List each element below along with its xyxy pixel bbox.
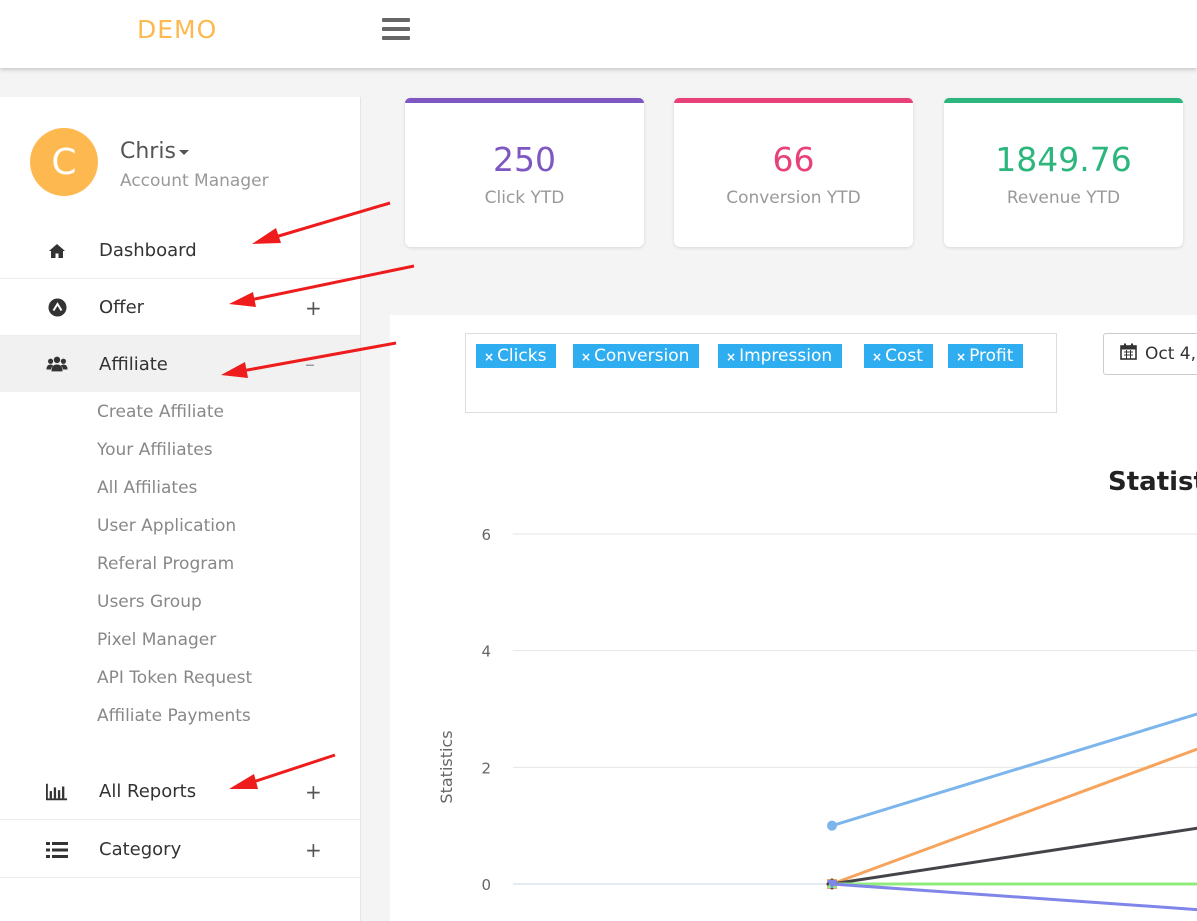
remove-icon[interactable]: × xyxy=(581,350,592,364)
series-line xyxy=(831,712,1197,828)
stat-label: Click YTD xyxy=(484,188,565,208)
menu-toggle-icon[interactable] xyxy=(382,18,410,42)
avatar: C xyxy=(30,128,98,196)
stat-card-clicks: 250 Click YTD xyxy=(405,98,644,247)
stat-value: 66 xyxy=(772,140,815,179)
filter-select-box[interactable]: × Clicks × Conversion × Impression × Cost × P… xyxy=(465,333,1057,413)
date-range-button[interactable]: Oct 4, xyxy=(1103,333,1197,375)
brand-logo[interactable]: DEMO xyxy=(137,15,218,44)
filter-tag-cost[interactable]: × Cost xyxy=(864,344,933,368)
series-line xyxy=(831,747,1197,886)
stat-card-revenue: 1849.76 Revenue YTD xyxy=(944,98,1183,247)
sidebar-item-label: Category xyxy=(99,839,182,860)
remove-icon[interactable]: × xyxy=(726,350,737,364)
chart-panel: × Clicks × Conversion × Impression × Cost × P… xyxy=(390,315,1197,921)
user-menu[interactable]: Chris xyxy=(120,139,189,164)
caret-down-icon xyxy=(178,149,189,155)
submenu-users-group[interactable]: Users Group xyxy=(97,592,202,612)
filter-tag-label: Impression xyxy=(739,346,833,366)
submenu-create-affiliate[interactable]: Create Affiliate xyxy=(97,402,224,422)
card-accent-bar xyxy=(944,98,1183,103)
stat-label: Revenue YTD xyxy=(1006,188,1121,208)
sidebar-item-dashboard[interactable]: Dashboard xyxy=(0,223,360,279)
stat-card-conversion: 66 Conversion YTD xyxy=(674,98,913,247)
expand-icon[interactable]: + xyxy=(305,837,322,862)
submenu-all-affiliates[interactable]: All Affiliates xyxy=(97,478,198,498)
sidebar-item-offer[interactable]: Offer + xyxy=(0,280,360,336)
card-accent-bar xyxy=(405,98,644,103)
series-line xyxy=(831,826,1197,886)
home-icon xyxy=(46,240,68,262)
submenu-pixel-manager[interactable]: Pixel Manager xyxy=(97,630,217,650)
remove-icon[interactable]: × xyxy=(872,350,883,364)
y-tick-label: 4 xyxy=(481,643,491,661)
filter-tag-conversion[interactable]: × Conversion xyxy=(573,344,700,368)
calendar-icon xyxy=(1120,343,1137,365)
filter-tag-impression[interactable]: × Impression xyxy=(718,344,843,368)
filter-tag-label: Cost xyxy=(885,346,923,366)
filter-tag-label: Conversion xyxy=(594,346,690,366)
circle-arrow-icon xyxy=(46,297,68,319)
submenu-affiliate-payments[interactable]: Affiliate Payments xyxy=(97,706,251,726)
top-bar: DEMO xyxy=(0,0,1197,68)
user-name: Chris xyxy=(120,139,176,164)
filter-tag-label: Clicks xyxy=(497,346,547,366)
statistics-chart: 0 2 4 6 Statistics xyxy=(437,526,1197,912)
series-line xyxy=(831,882,1197,912)
y-tick-label: 2 xyxy=(481,759,491,777)
remove-icon[interactable]: × xyxy=(484,350,495,364)
sidebar-item-affiliate[interactable]: Affiliate – xyxy=(0,336,360,392)
sidebar: C Chris Account Manager Dashboard Offer … xyxy=(0,97,361,921)
filter-tag-profit[interactable]: × Profit xyxy=(948,344,1024,368)
submenu-api-token-request[interactable]: API Token Request xyxy=(97,668,253,688)
submenu-user-application[interactable]: User Application xyxy=(97,516,237,536)
chart-title: Statisti xyxy=(1108,467,1197,497)
stat-value: 1849.76 xyxy=(995,140,1132,179)
expand-icon[interactable]: + xyxy=(305,295,322,320)
data-point xyxy=(827,880,837,889)
sidebar-item-label: Dashboard xyxy=(99,240,197,261)
sidebar-item-label: Affiliate xyxy=(99,353,168,375)
sidebar-item-label: Offer xyxy=(99,297,145,318)
expand-icon[interactable]: + xyxy=(305,779,322,804)
date-range-label: Oct 4, xyxy=(1145,344,1197,364)
stat-value: 250 xyxy=(493,140,556,179)
user-role: Account Manager xyxy=(120,171,269,191)
remove-icon[interactable]: × xyxy=(956,350,967,364)
collapse-icon[interactable]: – xyxy=(305,352,315,376)
y-axis-label: Statistics xyxy=(437,730,456,803)
sidebar-item-all-reports[interactable]: All Reports + xyxy=(0,764,360,820)
card-accent-bar xyxy=(674,98,913,103)
sidebar-item-category[interactable]: Category + xyxy=(0,822,360,878)
y-tick-label: 6 xyxy=(481,526,491,544)
bar-chart-icon xyxy=(46,781,68,803)
data-point xyxy=(827,820,837,831)
users-icon xyxy=(46,353,68,375)
submenu-your-affiliates[interactable]: Your Affiliates xyxy=(97,440,213,460)
submenu-referal-program[interactable]: Referal Program xyxy=(97,554,235,574)
sidebar-item-label: All Reports xyxy=(99,781,197,802)
filter-tag-clicks[interactable]: × Clicks xyxy=(476,344,557,368)
filter-tag-label: Profit xyxy=(969,346,1014,366)
stat-label: Conversion YTD xyxy=(726,188,861,208)
y-tick-label: 0 xyxy=(481,876,491,894)
list-icon xyxy=(46,839,68,861)
